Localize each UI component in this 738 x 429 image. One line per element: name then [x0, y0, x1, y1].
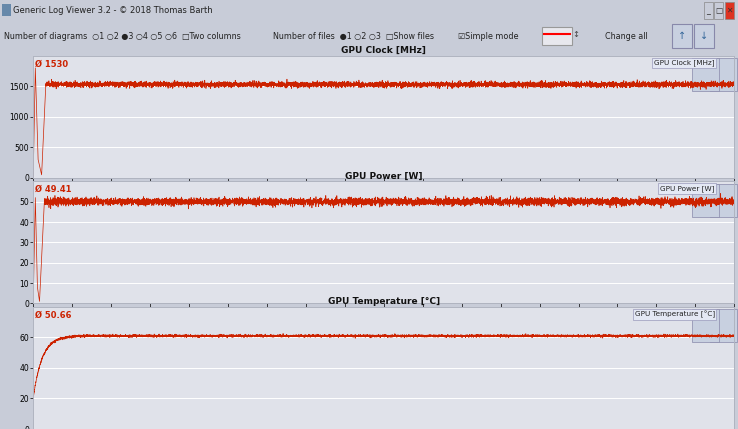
Bar — [542, 27, 572, 45]
Text: ☑Simple mode: ☑Simple mode — [458, 32, 518, 40]
Text: ↓: ↓ — [700, 31, 708, 41]
Bar — [714, 2, 723, 18]
Text: ↕: ↕ — [573, 30, 579, 39]
Text: Ø 1530: Ø 1530 — [35, 60, 68, 69]
Title: GPU Temperature [°C]: GPU Temperature [°C] — [328, 297, 440, 306]
FancyBboxPatch shape — [692, 309, 719, 342]
FancyBboxPatch shape — [692, 58, 719, 91]
Bar — [694, 24, 714, 48]
Text: GPU Clock [MHz]: GPU Clock [MHz] — [654, 60, 714, 66]
Text: □: □ — [715, 6, 723, 15]
FancyBboxPatch shape — [692, 184, 719, 217]
Text: _: _ — [706, 6, 711, 15]
FancyBboxPatch shape — [711, 309, 737, 342]
Bar — [725, 2, 734, 18]
Text: GPU Power [W]: GPU Power [W] — [661, 185, 714, 192]
Bar — [704, 2, 713, 18]
Title: GPU Clock [MHz]: GPU Clock [MHz] — [341, 46, 427, 55]
Text: Change all: Change all — [605, 32, 648, 40]
Text: ↑: ↑ — [677, 31, 686, 41]
Bar — [672, 24, 692, 48]
Text: Generic Log Viewer 3.2 - © 2018 Thomas Barth: Generic Log Viewer 3.2 - © 2018 Thomas B… — [13, 6, 213, 15]
FancyBboxPatch shape — [711, 58, 737, 91]
Text: Number of files  ●1 ○2 ○3  □Show files: Number of files ●1 ○2 ○3 □Show files — [273, 32, 434, 40]
Text: Number of diagrams  ○1 ○2 ●3 ○4 ○5 ○6  □Two columns: Number of diagrams ○1 ○2 ●3 ○4 ○5 ○6 □Tw… — [4, 32, 241, 40]
FancyBboxPatch shape — [711, 184, 737, 217]
Text: Ø 49.41: Ø 49.41 — [35, 185, 71, 194]
Text: ✕: ✕ — [726, 6, 732, 15]
Text: GPU Temperature [°C]: GPU Temperature [°C] — [635, 311, 714, 318]
Text: Ø 50.66: Ø 50.66 — [35, 311, 71, 320]
Bar — [2, 4, 11, 16]
Title: GPU Power [W]: GPU Power [W] — [345, 172, 423, 181]
